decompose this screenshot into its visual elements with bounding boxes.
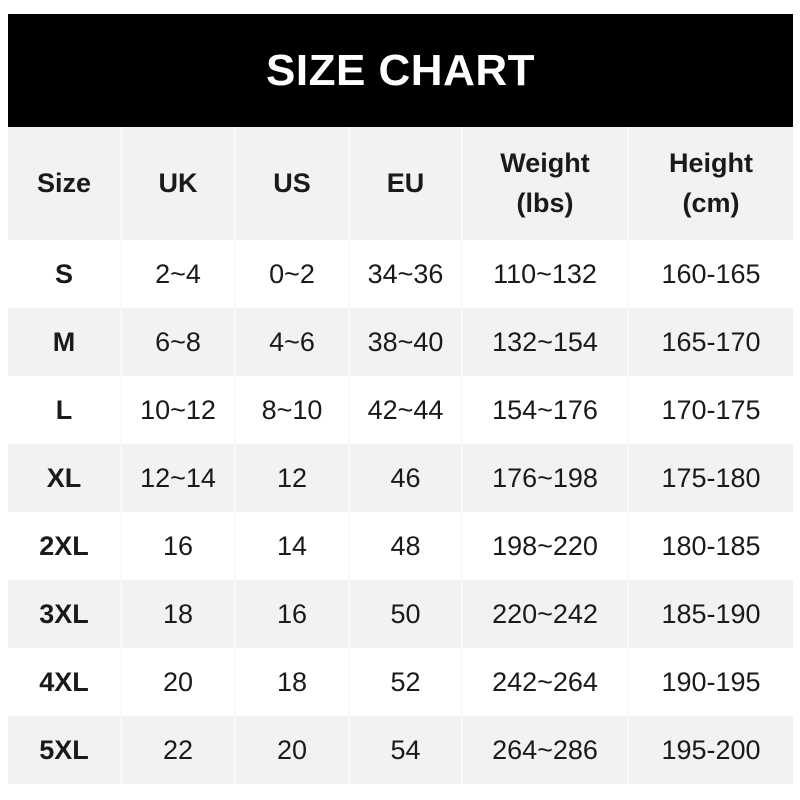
table-cell: 198~220 [462,512,629,580]
table-row: 2XL 16 14 48 198~220 180-185 [8,512,793,580]
table-row: 4XL 20 18 52 242~264 190-195 [8,648,793,716]
table-cell: 18 [235,648,350,716]
table-cell: 12 [235,444,350,512]
table-cell: 42~44 [349,376,463,444]
size-table: Size UK US EU Weight (lbs) Height (cm) S 2~4 0~2 3… [8,127,793,784]
size-label-cell: 5XL [8,716,122,784]
table-cell: 4~6 [235,308,350,376]
size-label-cell: 4XL [8,648,122,716]
size-label-cell: XL [8,444,122,512]
table-cell: 46 [349,444,463,512]
table-cell: 54 [349,716,463,784]
column-header: Weight (lbs) [462,127,629,240]
size-label-cell: 3XL [8,580,122,648]
table-row: 3XL 18 16 50 220~242 185-190 [8,580,793,648]
table-cell: 18 [121,580,236,648]
column-header: Size [8,127,122,240]
header-label: Weight [500,148,590,179]
table-cell: 110~132 [462,240,629,308]
table-cell: 220~242 [462,580,629,648]
table-cell: 10~12 [121,376,236,444]
table-row: S 2~4 0~2 34~36 110~132 160-165 [8,240,793,308]
table-cell: 160-165 [661,258,761,289]
table-row: XL 12~14 12 46 176~198 175-180 [8,444,793,512]
table-cell: 132~154 [462,308,629,376]
table-cell: 0~2 [235,240,350,308]
size-label-cell: 2XL [8,512,122,580]
table-cell: 50 [349,580,463,648]
column-header: EU [349,127,463,240]
column-header: US [235,127,350,240]
table-cell: 8~10 [235,376,350,444]
size-label-cell: S [8,240,122,308]
table-cell: 14 [235,512,350,580]
header-label: US [273,167,311,198]
chart-title: SIZE CHART [8,14,793,127]
table-cell: 12~14 [121,444,236,512]
column-header: Height (cm) [628,127,793,240]
header-unit: (lbs) [516,187,574,218]
header-label: EU [386,167,425,198]
table-row: 5XL 22 20 54 264~286 195-200 [8,716,793,784]
header-row: Size UK US EU Weight (lbs) Height (cm) [8,127,793,240]
table-body: S 2~4 0~2 34~36 110~132 160-165 M 6~8 4~6 38~40 13… [8,240,793,784]
table-cell: 180-185 [661,530,761,561]
table-cell: 38~40 [349,308,463,376]
table-row: L 10~12 8~10 42~44 154~176 170-175 [8,376,793,444]
table-cell: 170-175 [661,394,761,425]
table-cell: 154~176 [462,376,629,444]
table-cell: 20 [235,716,350,784]
table-cell: 185-190 [628,580,793,648]
table-cell: 264~286 [462,716,629,784]
table-cell: 195-200 [628,716,793,784]
table-cell: 165-170 [628,308,793,376]
table-cell: 16 [235,580,350,648]
table-cell: 34~36 [349,240,463,308]
column-header: UK [121,127,236,240]
table-cell: 20 [121,648,236,716]
header-label: Size [36,167,92,198]
header-label: UK [158,167,198,198]
table-cell: 16 [121,512,236,580]
size-label-cell: M [8,308,122,376]
table-cell: 2~4 [121,240,236,308]
table-cell: 176~198 [462,444,629,512]
header-unit: (cm) [682,187,740,218]
table-cell: 190-195 [661,666,761,697]
table-cell: 6~8 [121,308,236,376]
table-cell: 175-180 [628,444,793,512]
size-label-cell: L [8,376,122,444]
size-chart: SIZE CHART Size UK US EU Weight (lbs) Height (c… [8,14,793,784]
table-cell: 22 [121,716,236,784]
table-cell: 48 [349,512,463,580]
header-label: Height [669,148,753,179]
table-row: M 6~8 4~6 38~40 132~154 165-170 [8,308,793,376]
table-cell: 52 [349,648,463,716]
table-cell: 242~264 [462,648,629,716]
